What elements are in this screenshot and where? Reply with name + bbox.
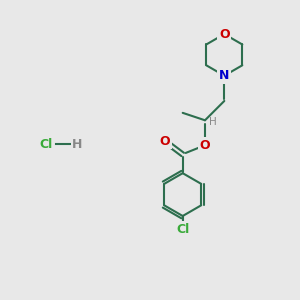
Text: O: O bbox=[200, 139, 210, 152]
Text: O: O bbox=[219, 28, 230, 40]
Text: N: N bbox=[219, 69, 230, 82]
Text: O: O bbox=[160, 135, 170, 148]
Text: H: H bbox=[209, 117, 217, 127]
Text: H: H bbox=[72, 138, 83, 151]
Text: Cl: Cl bbox=[39, 138, 52, 151]
Text: Cl: Cl bbox=[176, 223, 189, 236]
